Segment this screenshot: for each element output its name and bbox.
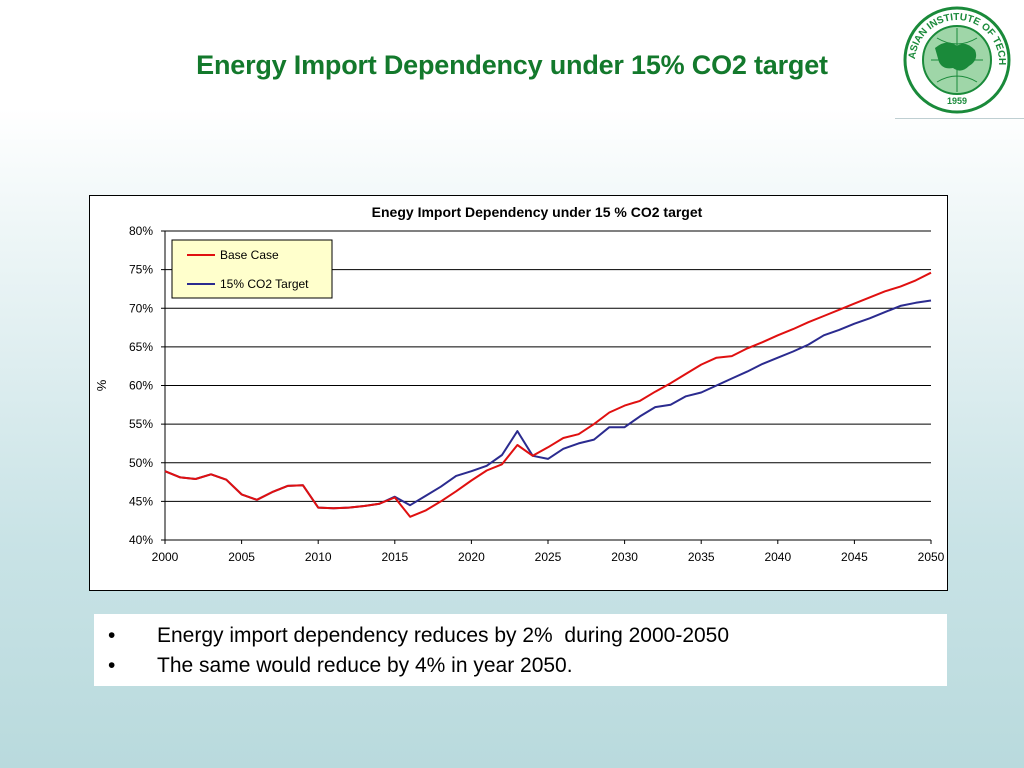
y-tick-label: 50% [129, 456, 153, 470]
slide-title: Energy Import Dependency under 15% CO2 t… [196, 50, 828, 80]
x-tick-label: 2010 [305, 550, 332, 564]
x-tick-label: 2000 [152, 550, 179, 564]
x-tick-label: 2020 [458, 550, 485, 564]
logo-continent [935, 42, 977, 71]
y-tick-label: 40% [129, 533, 153, 547]
bullet-text: Energy import dependency reduces by 2% d… [157, 624, 730, 647]
bullet-item: • The same would reduce by 4% in year 20… [94, 654, 947, 684]
series-line-co2-target [164, 299, 932, 510]
summary-bullets: • Energy import dependency reduces by 2%… [94, 614, 947, 686]
y-tick-label: 55% [129, 417, 153, 431]
ait-logo: ASIAN INSTITUTE OF TECHNOLOGY 1959 [891, 0, 1011, 114]
x-tick-label: 2030 [611, 550, 638, 564]
logo-area: ASIAN INSTITUTE OF TECHNOLOGY 1959 [891, 0, 1024, 119]
x-tick-label: 2040 [764, 550, 791, 564]
x-tick-label: 2015 [381, 550, 408, 564]
legend-label: Base Case [220, 248, 279, 262]
x-tick-label: 2050 [918, 550, 945, 564]
bullet-text: The same would reduce by 4% in year 2050… [157, 654, 573, 677]
legend-label: 15% CO2 Target [220, 277, 309, 291]
legend-box [171, 239, 333, 299]
y-tick-label: 75% [129, 263, 153, 277]
y-tick-label: 80% [129, 224, 153, 238]
y-axis-label: % [94, 379, 109, 391]
y-tick-label: 70% [129, 301, 153, 315]
y-tick-label: 60% [129, 379, 153, 393]
x-tick-label: 2045 [841, 550, 868, 564]
chart-frame: Enegy Import Dependency under 15 % CO2 t… [89, 195, 948, 591]
logo-year: 1959 [947, 96, 967, 106]
x-tick-label: 2035 [688, 550, 715, 564]
y-tick-label: 45% [129, 494, 153, 508]
bullet-marker: • [108, 654, 116, 677]
chart-legend: Base Case 15% CO2 Target [171, 239, 333, 299]
y-tick-label: 65% [129, 340, 153, 354]
bullet-marker: • [108, 624, 116, 647]
x-tick-label: 2025 [535, 550, 562, 564]
series-line-base-case [164, 271, 932, 518]
bullet-item: • Energy import dependency reduces by 2%… [94, 624, 947, 654]
chart-title: Enegy Import Dependency under 15 % CO2 t… [372, 204, 703, 220]
import-dependency-line-chart: Enegy Import Dependency under 15 % CO2 t… [94, 204, 945, 564]
x-tick-label: 2005 [228, 550, 255, 564]
